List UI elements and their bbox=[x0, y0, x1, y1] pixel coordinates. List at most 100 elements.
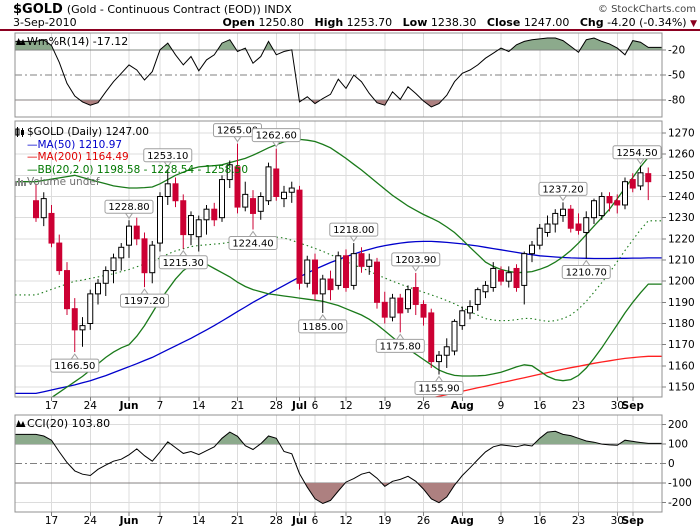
open-label: Open bbox=[222, 16, 255, 29]
legend-ma200: —MA(200) 1164.49 bbox=[27, 151, 129, 163]
svg-text:1150: 1150 bbox=[668, 382, 695, 394]
svg-text:1254.50: 1254.50 bbox=[616, 148, 657, 159]
low-label: Low bbox=[402, 16, 428, 29]
svg-text:24: 24 bbox=[84, 515, 98, 527]
svg-text:-200: -200 bbox=[668, 497, 692, 509]
svg-text:6: 6 bbox=[312, 400, 319, 412]
chg-label: Chg bbox=[579, 16, 604, 29]
svg-text:28: 28 bbox=[270, 400, 283, 412]
price-panel: 1166.50 1228.80 1197.20 1253.10 1215.30 1265.… bbox=[14, 120, 663, 398]
svg-text:-100: -100 bbox=[668, 477, 692, 489]
svg-text:1200: 1200 bbox=[668, 276, 695, 288]
cci-panel bbox=[14, 414, 663, 513]
svg-text:1215.30: 1215.30 bbox=[163, 258, 204, 269]
close-value: 1247.00 bbox=[523, 16, 570, 29]
svg-text:1228.80: 1228.80 bbox=[108, 202, 149, 213]
svg-text:1218.00: 1218.00 bbox=[333, 225, 374, 236]
svg-text:26: 26 bbox=[417, 515, 431, 527]
svg-text:30: 30 bbox=[611, 400, 624, 412]
svg-text:1260: 1260 bbox=[668, 149, 695, 161]
svg-text:28: 28 bbox=[270, 515, 283, 527]
legend-bollinger: —BB(20,2.0) 1198.58 - 1228.54 - 1258.50 bbox=[27, 163, 249, 176]
svg-text:0: 0 bbox=[668, 458, 675, 470]
svg-text:6: 6 bbox=[312, 515, 319, 527]
svg-text:1224.40: 1224.40 bbox=[232, 239, 273, 250]
svg-text:Jun: Jun bbox=[119, 400, 139, 412]
candlestick-icon bbox=[15, 127, 24, 137]
svg-text:24: 24 bbox=[84, 400, 98, 412]
svg-text:100: 100 bbox=[668, 439, 688, 451]
svg-text:1185.00: 1185.00 bbox=[302, 322, 343, 333]
cci-label: CCI(20) 103.80 bbox=[27, 417, 111, 430]
svg-text:1190: 1190 bbox=[668, 297, 695, 309]
svg-text:23: 23 bbox=[572, 400, 585, 412]
svg-text:1210.70: 1210.70 bbox=[566, 268, 607, 279]
svg-text:23: 23 bbox=[572, 515, 585, 527]
svg-text:1250: 1250 bbox=[668, 170, 695, 182]
svg-text:1160: 1160 bbox=[668, 360, 695, 372]
svg-text:1180: 1180 bbox=[668, 318, 695, 330]
svg-text:19: 19 bbox=[378, 400, 391, 412]
svg-text:1170: 1170 bbox=[668, 339, 695, 351]
svg-text:7: 7 bbox=[157, 400, 164, 412]
svg-text:Jul: Jul bbox=[291, 515, 307, 527]
symbol-text: $GOLD bbox=[13, 2, 63, 17]
security-name: (Gold - Continuous Contract (EOD)) INDX bbox=[66, 3, 292, 16]
chg-value: -4.20 (-0.34%) bbox=[607, 16, 687, 29]
ohlc-quote-line: Open 1250.80 High 1253.70 Low 1238.30 Cl… bbox=[215, 16, 697, 29]
high-label: High bbox=[314, 16, 344, 29]
svg-text:16: 16 bbox=[533, 515, 547, 527]
svg-text:-20: -20 bbox=[668, 44, 685, 56]
svg-text:1210: 1210 bbox=[668, 255, 695, 267]
legend-symbol: $GOLD (Daily) 1247.00 bbox=[27, 126, 149, 138]
svg-text:14: 14 bbox=[192, 400, 206, 412]
svg-text:1253.10: 1253.10 bbox=[147, 151, 188, 162]
svg-text:30: 30 bbox=[611, 515, 624, 527]
chart-date: 3-Sep-2010 bbox=[13, 16, 77, 29]
svg-text:12: 12 bbox=[339, 515, 352, 527]
svg-text:Sep: Sep bbox=[622, 515, 645, 527]
svg-text:1265.00: 1265.00 bbox=[217, 126, 258, 137]
legend-ma50: —MA(50) 1210.97 bbox=[27, 138, 123, 151]
svg-text:200: 200 bbox=[668, 419, 688, 431]
down-arrow-icon: ▼ bbox=[690, 19, 697, 29]
header-divider bbox=[0, 29, 700, 31]
svg-text:Jul: Jul bbox=[291, 400, 307, 412]
svg-text:1203.90: 1203.90 bbox=[395, 255, 436, 266]
svg-text:-80: -80 bbox=[668, 95, 685, 107]
svg-text:1237.20: 1237.20 bbox=[542, 184, 583, 195]
ticker-symbol: $GOLD (Gold - Continuous Contract (EOD)) … bbox=[13, 2, 292, 17]
svg-text:-50: -50 bbox=[668, 70, 685, 82]
svg-text:26: 26 bbox=[417, 400, 431, 412]
svg-text:16: 16 bbox=[533, 400, 547, 412]
svg-text:1262.60: 1262.60 bbox=[256, 131, 297, 142]
svg-text:14: 14 bbox=[192, 515, 206, 527]
high-value: 1253.70 bbox=[346, 16, 393, 29]
svg-text:1240: 1240 bbox=[668, 191, 695, 203]
svg-text:Jun: Jun bbox=[119, 515, 139, 527]
svg-text:1197.20: 1197.20 bbox=[124, 296, 165, 307]
williams-r-panel bbox=[14, 32, 663, 118]
legend-volume: Volume undef bbox=[27, 176, 100, 188]
svg-text:1230: 1230 bbox=[668, 212, 695, 224]
svg-text:12: 12 bbox=[339, 400, 352, 412]
svg-text:1166.50: 1166.50 bbox=[54, 361, 95, 372]
indicator-icon bbox=[16, 38, 26, 45]
svg-text:9: 9 bbox=[498, 400, 505, 412]
svg-text:21: 21 bbox=[231, 400, 244, 412]
svg-text:Sep: Sep bbox=[622, 400, 645, 412]
svg-text:17: 17 bbox=[45, 515, 58, 527]
svg-text:Aug: Aug bbox=[451, 400, 474, 412]
svg-text:1270: 1270 bbox=[668, 128, 695, 140]
open-value: 1250.80 bbox=[258, 16, 304, 29]
svg-text:1220: 1220 bbox=[668, 233, 695, 245]
svg-text:1155.90: 1155.90 bbox=[418, 384, 459, 395]
svg-text:9: 9 bbox=[498, 515, 505, 527]
svg-text:17: 17 bbox=[45, 400, 58, 412]
low-value: 1238.30 bbox=[430, 16, 477, 29]
close-label: Close bbox=[486, 16, 521, 29]
svg-text:Aug: Aug bbox=[451, 515, 474, 527]
williams-r-label: Wm%R(14) -17.12 bbox=[27, 35, 129, 48]
